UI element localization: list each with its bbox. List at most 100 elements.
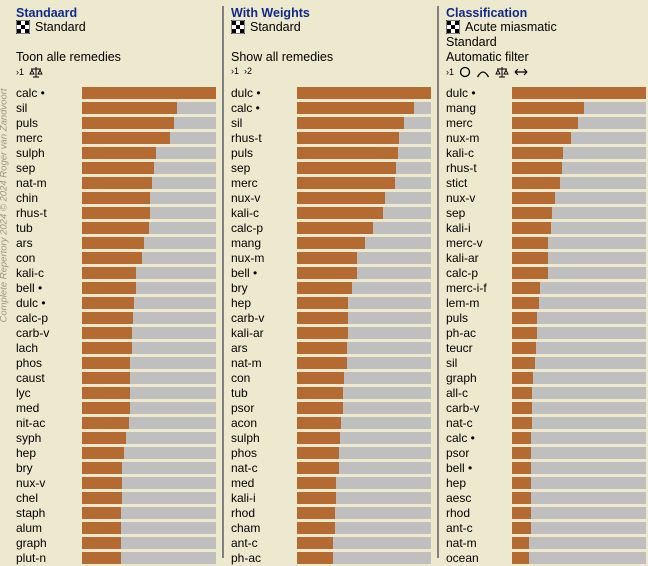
repertory-setting[interactable]: Standard (231, 20, 301, 34)
remedy-row[interactable]: carb-v (231, 311, 431, 326)
remedy-row[interactable]: merc (231, 176, 431, 191)
remedy-row[interactable]: ars (16, 236, 216, 251)
remedy-row[interactable]: nux-v (446, 191, 646, 206)
remedy-row[interactable]: kali-c (16, 266, 216, 281)
remedy-row[interactable]: nux-m (446, 131, 646, 146)
remedy-row[interactable]: ant-c (231, 536, 431, 551)
remedy-row[interactable]: calc-p (16, 311, 216, 326)
remedy-row[interactable]: merc-v (446, 236, 646, 251)
column-title[interactable]: Classification (446, 6, 528, 20)
remedy-row[interactable]: carb-v (446, 401, 646, 416)
sort-2-icon[interactable]: ›2 (244, 66, 253, 76)
remedy-row[interactable]: bell • (446, 461, 646, 476)
repertory-setting[interactable]: Acute miasmatic (446, 20, 557, 34)
remedy-row[interactable]: dulc • (231, 86, 431, 101)
remedy-row[interactable]: puls (446, 311, 646, 326)
remedy-row[interactable]: kali-i (446, 221, 646, 236)
remedy-row[interactable]: kali-i (231, 491, 431, 506)
remedy-row[interactable]: syph (16, 431, 216, 446)
sort-1-icon[interactable]: ›1 (231, 66, 240, 76)
remedy-row[interactable]: ars (231, 341, 431, 356)
remedy-row[interactable]: dulc • (16, 296, 216, 311)
remedy-row[interactable]: kali-ar (446, 251, 646, 266)
remedy-row[interactable]: sil (446, 356, 646, 371)
remedy-row[interactable]: calc • (446, 431, 646, 446)
remedy-row[interactable]: nat-m (231, 356, 431, 371)
remedy-row[interactable]: rhus-t (446, 161, 646, 176)
remedy-row[interactable]: mang (446, 101, 646, 116)
remedy-row[interactable]: nux-v (231, 191, 431, 206)
remedy-row[interactable]: lach (16, 341, 216, 356)
remedy-filter[interactable]: Automatic filter (446, 50, 529, 64)
double-arrow-icon[interactable] (514, 66, 528, 78)
remedy-row[interactable]: ph-ac (446, 326, 646, 341)
remedy-row[interactable]: hep (231, 296, 431, 311)
remedy-row[interactable]: calc-p (446, 266, 646, 281)
remedy-row[interactable]: stict (446, 176, 646, 191)
remedy-row[interactable]: kali-ar (231, 326, 431, 341)
remedy-row[interactable]: sil (231, 116, 431, 131)
remedy-row[interactable]: nit-ac (16, 416, 216, 431)
remedy-row[interactable]: psor (231, 401, 431, 416)
remedy-row[interactable]: rhod (231, 506, 431, 521)
arc-icon[interactable] (476, 66, 490, 78)
repertory-setting[interactable]: Standard (16, 20, 86, 34)
remedy-row[interactable]: staph (16, 506, 216, 521)
remedy-row[interactable]: calc-p (231, 221, 431, 236)
remedy-row[interactable]: bell • (231, 266, 431, 281)
circle-icon[interactable] (459, 66, 471, 78)
remedy-row[interactable]: nat-m (16, 176, 216, 191)
remedy-row[interactable]: nat-c (446, 416, 646, 431)
remedy-row[interactable]: rhus-t (231, 131, 431, 146)
remedy-row[interactable]: med (16, 401, 216, 416)
remedy-row[interactable]: rhus-t (16, 206, 216, 221)
remedy-row[interactable]: sil (16, 101, 216, 116)
remedy-row[interactable]: merc-i-f (446, 281, 646, 296)
column-title[interactable]: With Weights (231, 6, 310, 20)
remedy-row[interactable]: sulph (16, 146, 216, 161)
remedy-row[interactable]: psor (446, 446, 646, 461)
sort-1-icon[interactable]: ›1 (16, 67, 25, 77)
remedy-row[interactable]: plut-n (16, 551, 216, 566)
remedy-row[interactable]: mang (231, 236, 431, 251)
remedy-row[interactable]: con (231, 371, 431, 386)
column-title[interactable]: Standaard (16, 6, 78, 20)
remedy-row[interactable]: carb-v (16, 326, 216, 341)
remedy-row[interactable]: aesc (446, 491, 646, 506)
remedy-row[interactable]: med (231, 476, 431, 491)
remedy-row[interactable]: dulc • (446, 86, 646, 101)
remedy-row[interactable]: hep (16, 446, 216, 461)
remedy-row[interactable]: hep (446, 476, 646, 491)
remedy-row[interactable]: phos (16, 356, 216, 371)
remedy-row[interactable]: cham (231, 521, 431, 536)
remedy-row[interactable]: tub (16, 221, 216, 236)
remedy-row[interactable]: sulph (231, 431, 431, 446)
remedy-row[interactable]: kali-c (231, 206, 431, 221)
scale-icon[interactable] (29, 66, 43, 78)
remedy-row[interactable]: con (16, 251, 216, 266)
remedy-row[interactable]: chin (16, 191, 216, 206)
remedy-row[interactable]: bell • (16, 281, 216, 296)
remedy-row[interactable]: sep (231, 161, 431, 176)
remedy-filter[interactable]: Show all remedies (231, 50, 334, 64)
remedy-row[interactable]: caust (16, 371, 216, 386)
remedy-row[interactable]: calc • (231, 101, 431, 116)
remedy-row[interactable]: nat-m (446, 536, 646, 551)
remedy-row[interactable]: chel (16, 491, 216, 506)
remedy-row[interactable]: merc (16, 131, 216, 146)
remedy-row[interactable]: bry (231, 281, 431, 296)
remedy-row[interactable]: rhod (446, 506, 646, 521)
sort-1-icon[interactable]: ›1 (446, 67, 455, 77)
remedy-row[interactable]: calc • (16, 86, 216, 101)
remedy-row[interactable]: puls (16, 116, 216, 131)
remedy-row[interactable]: acon (231, 416, 431, 431)
scale-icon[interactable] (495, 66, 509, 78)
remedy-row[interactable]: nat-c (231, 461, 431, 476)
repertory-setting-extra[interactable]: Standard (446, 35, 497, 49)
remedy-row[interactable]: lyc (16, 386, 216, 401)
remedy-row[interactable]: phos (231, 446, 431, 461)
remedy-row[interactable]: nux-m (231, 251, 431, 266)
remedy-row[interactable]: alum (16, 521, 216, 536)
remedy-row[interactable]: kali-c (446, 146, 646, 161)
remedy-row[interactable]: merc (446, 116, 646, 131)
